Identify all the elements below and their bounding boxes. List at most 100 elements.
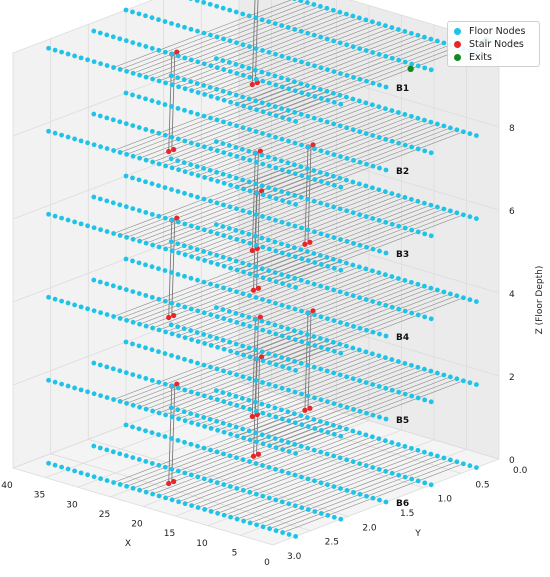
floor-node: [292, 441, 298, 447]
floor-node: [324, 451, 330, 457]
floor-node: [383, 416, 389, 422]
floor-label: B2: [396, 167, 409, 177]
floor-node: [182, 252, 188, 258]
floor-node: [273, 134, 278, 140]
floor-edge: [249, 505, 296, 524]
floor-node: [240, 229, 245, 235]
floor-node: [247, 459, 252, 464]
floor-node: [65, 134, 71, 140]
floor-node: [156, 327, 162, 333]
floor-node: [227, 453, 233, 459]
floor-edge: [191, 457, 237, 476]
floor-edge: [295, 405, 341, 424]
floor-node: [240, 291, 246, 297]
floor-node: [188, 441, 194, 447]
floor-edge: [184, 40, 231, 59]
floor-node: [292, 389, 298, 395]
floor-node: [136, 457, 142, 462]
x-tick-label: 0: [264, 558, 270, 568]
floor-node: [305, 61, 311, 67]
floor-node: [221, 451, 226, 457]
floor-node: [435, 38, 440, 44]
legend-marker-stair-nodes: [454, 41, 461, 48]
floor-node: [143, 179, 148, 185]
stair-node: [174, 381, 180, 387]
floor-node: [175, 136, 181, 142]
floor-node: [357, 325, 363, 331]
floor-node: [266, 246, 272, 252]
floor-edge: [171, 285, 218, 304]
floor-node: [292, 88, 298, 94]
floor-node: [389, 191, 395, 196]
floor-node: [130, 9, 135, 15]
floor-node: [415, 229, 421, 235]
floor-edge: [210, 214, 257, 232]
legend-item-exits: Exits: [454, 51, 533, 64]
floor-edge: [229, 106, 276, 125]
floor-edge: [282, 100, 328, 118]
floor-node: [241, 186, 247, 192]
floor-node: [279, 189, 285, 194]
floor-node: [176, 250, 182, 256]
floor-node: [428, 119, 434, 125]
floor-edge: [165, 117, 211, 136]
floor-node: [188, 162, 194, 167]
floor-node: [305, 258, 311, 263]
floor-node: [214, 418, 220, 424]
floor-node: [143, 262, 148, 268]
floor-node: [176, 416, 182, 422]
floor-node: [428, 202, 434, 208]
floor-node: [246, 428, 252, 434]
floor-node: [162, 464, 168, 470]
floor-edge: [301, 179, 347, 198]
floor-edge: [243, 337, 289, 356]
floor-edge: [204, 212, 250, 231]
floor-node: [266, 102, 272, 108]
floor-node: [441, 289, 447, 295]
floor-node: [383, 136, 389, 142]
floor-edge: [308, 409, 354, 427]
x-tick-label: 5: [232, 548, 238, 558]
floor-node: [376, 353, 382, 359]
floor-edge: [282, 432, 328, 450]
floor-node: [305, 113, 311, 119]
floor-node: [175, 219, 181, 225]
stair-node: [310, 142, 316, 148]
floor-edge: [262, 478, 309, 497]
floor-edge: [210, 131, 257, 149]
floor-node: [175, 106, 181, 111]
axes-layer: B1B2B3B4B5B605101520253035400.00.51.01.5…: [1, 41, 545, 568]
stair-node: [302, 241, 308, 247]
floor-edge: [242, 193, 289, 211]
floor-node: [273, 362, 279, 368]
floor-node: [130, 123, 136, 128]
floor-node: [273, 497, 279, 503]
floor-node: [344, 405, 350, 410]
floor-node: [331, 339, 336, 345]
floor-edge: [217, 50, 263, 68]
floor-edge: [256, 476, 302, 495]
floor-node: [137, 321, 143, 327]
floor-node: [201, 445, 207, 451]
floor-node: [293, 202, 298, 207]
floor-edge: [171, 36, 218, 55]
floor-node: [181, 326, 187, 332]
floor-edge: [314, 79, 361, 97]
floor-node: [273, 528, 279, 534]
floor-node: [293, 451, 298, 456]
floor-node: [435, 204, 440, 210]
floor-node: [208, 342, 214, 348]
floor-edge: [353, 142, 399, 161]
floor-node: [344, 343, 349, 349]
floor-edge: [197, 490, 244, 508]
floor-node: [402, 474, 408, 480]
floor-node: [221, 150, 227, 155]
floor-edge: [178, 401, 224, 420]
floor-node: [311, 168, 317, 173]
floor-node: [221, 399, 227, 404]
floor-node: [240, 312, 245, 318]
floor-edge: [243, 223, 289, 242]
floor-edge: [366, 365, 412, 383]
floor-edge: [255, 363, 302, 381]
floor-node: [467, 214, 473, 220]
